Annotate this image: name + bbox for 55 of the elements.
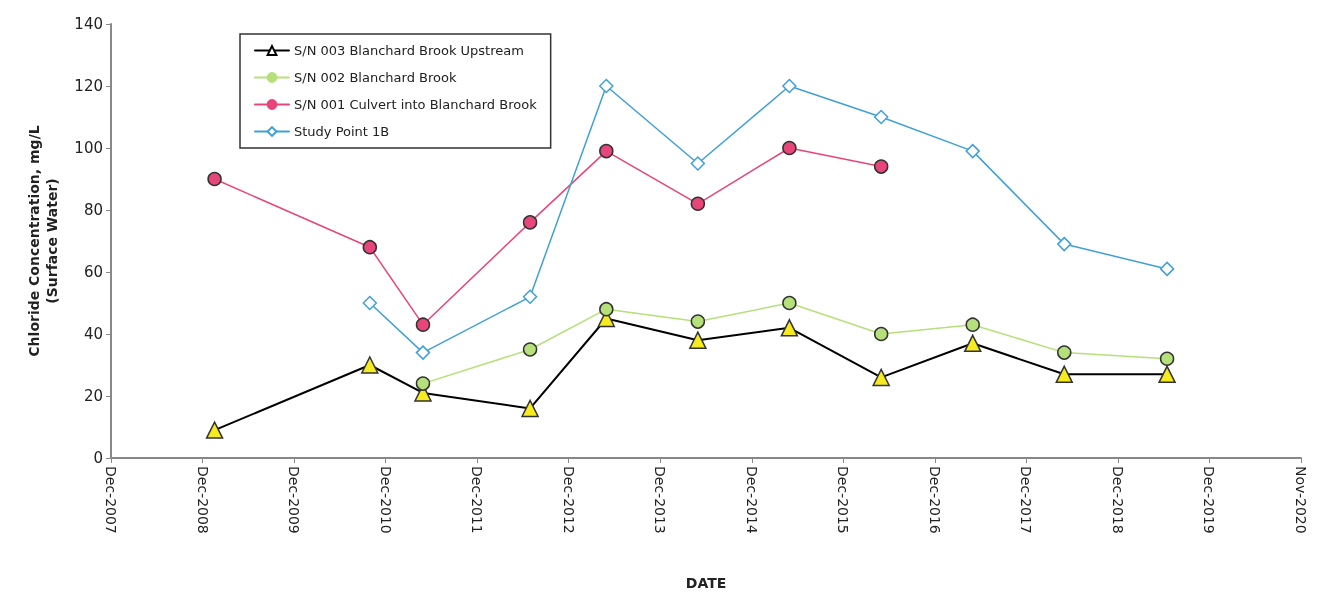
point xyxy=(1159,261,1175,277)
point xyxy=(873,326,889,342)
point xyxy=(782,295,797,311)
point xyxy=(690,314,706,329)
x-tick-label: Dec-2016 xyxy=(926,466,943,534)
point xyxy=(599,143,614,159)
x-tick-label: Dec-2017 xyxy=(1018,466,1035,534)
y-tick-label: 100 xyxy=(74,139,103,157)
point xyxy=(1057,236,1072,252)
point xyxy=(873,159,889,174)
x-tick-label: Dec-2011 xyxy=(469,466,486,534)
y-axis-title: Chloride Concentration, mg/L (Surface Water) xyxy=(26,125,60,357)
x-tick-label: Dec-2012 xyxy=(560,466,577,534)
point xyxy=(690,156,706,171)
point xyxy=(415,376,431,391)
y-tick-label: 0 xyxy=(93,449,103,467)
point xyxy=(690,196,706,212)
point xyxy=(1159,351,1175,367)
point xyxy=(1057,345,1072,360)
point xyxy=(873,109,889,125)
point xyxy=(965,317,980,332)
y-tick-label: 140 xyxy=(74,15,103,33)
x-tick-label: Dec-2010 xyxy=(377,466,394,534)
point xyxy=(522,215,538,230)
x-tick-label: Dec-2018 xyxy=(1109,466,1126,534)
legend-label: Study Point 1B xyxy=(294,124,390,139)
point xyxy=(599,301,614,317)
y-tick-label: 60 xyxy=(83,263,103,281)
point xyxy=(362,239,378,255)
point xyxy=(415,317,431,332)
x-tick-label: Dec-2019 xyxy=(1201,466,1218,534)
x-tick-label: Dec-2007 xyxy=(103,466,119,534)
point xyxy=(782,140,797,156)
x-tick-label: Dec-2014 xyxy=(743,466,760,534)
point xyxy=(362,295,378,311)
legend-label: S/N 003 Blanchard Brook Upstream xyxy=(294,43,524,58)
legend-label: S/N 001 Culvert into Blanchard Brook xyxy=(294,97,538,112)
y-tick-label: 80 xyxy=(83,201,103,219)
y-tick-label: 20 xyxy=(83,387,103,405)
x-tick-label: Dec-2015 xyxy=(835,466,852,534)
point xyxy=(965,143,980,159)
point xyxy=(522,289,538,305)
y-tick-label: 120 xyxy=(74,77,103,95)
x-tick-label: Dec-2013 xyxy=(652,466,669,534)
point xyxy=(207,171,222,187)
x-tick-label: Dec-2009 xyxy=(286,466,303,534)
y-tick-label: 40 xyxy=(83,325,103,343)
x-axis-title: DATE xyxy=(685,575,727,591)
point xyxy=(522,342,538,357)
x-tick-label: Dec-2008 xyxy=(194,466,211,534)
x-tick-label: Nov-2020 xyxy=(1293,466,1309,534)
point xyxy=(415,345,431,360)
point xyxy=(782,78,797,94)
legend-label: S/N 002 Blanchard Brook xyxy=(294,70,457,85)
point xyxy=(599,78,614,94)
